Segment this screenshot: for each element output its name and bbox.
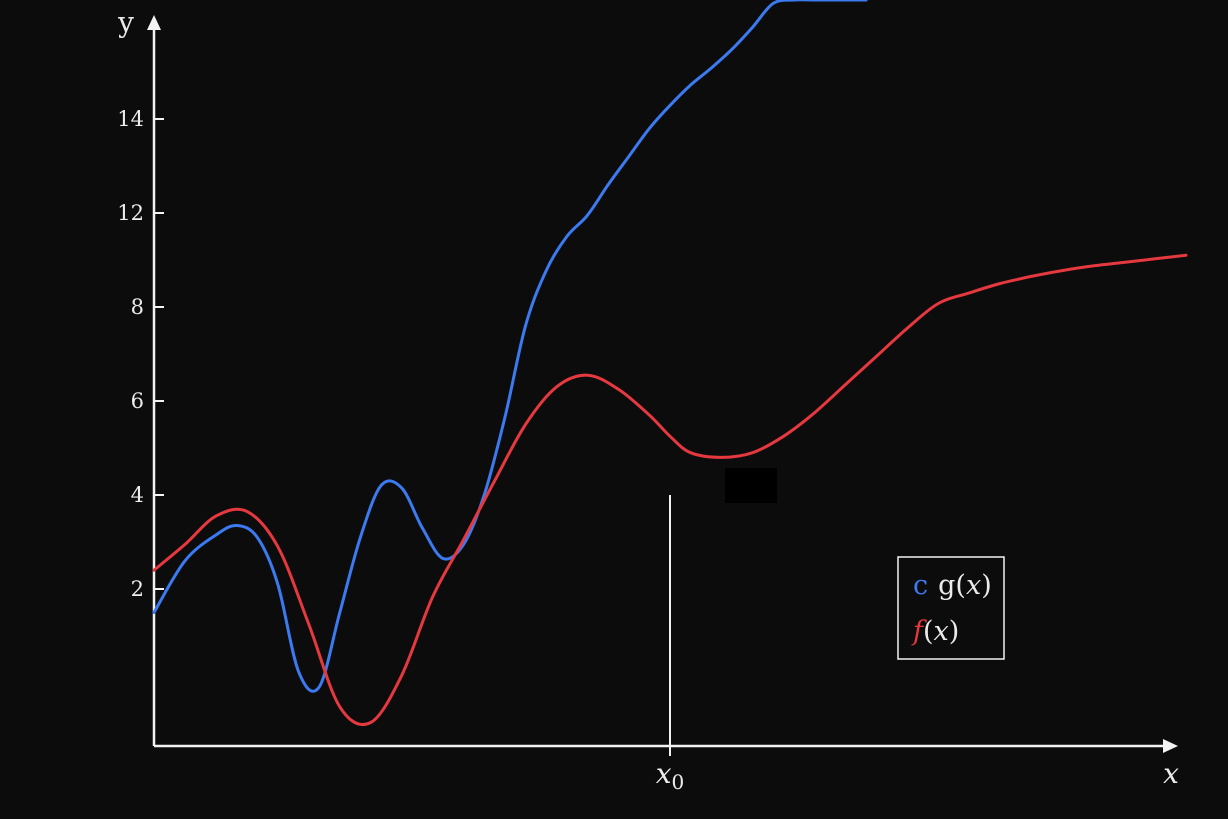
legend-box <box>897 556 1005 660</box>
legend-entry-g: c g(x) <box>913 570 992 601</box>
y-tick-group: 2 4 6 8 12 14 <box>117 107 164 601</box>
x0-marker-label: x0 <box>656 757 685 794</box>
y-tick-label-8: 8 <box>131 295 144 319</box>
series-line-g <box>152 0 868 693</box>
y-tick-label-2: 2 <box>131 577 144 601</box>
x-axis-arrowhead <box>1163 739 1178 753</box>
y-tick-label-14: 14 <box>117 107 144 131</box>
legend: c g(x) f(x) <box>897 556 1005 660</box>
series-layer <box>152 0 1188 727</box>
legend-entry-f: f(x) <box>911 616 959 647</box>
label-mask-box <box>725 468 777 503</box>
y-tick-label-12: 12 <box>117 201 144 225</box>
legend-entry-g-prefix: c <box>913 570 928 601</box>
series-line-f <box>152 253 1188 727</box>
x-axis-title: x <box>1163 757 1179 790</box>
y-tick-label-4: 4 <box>131 483 144 507</box>
y-axis-title: y <box>117 6 134 39</box>
y-axis-arrowhead <box>147 15 161 30</box>
y-tick-label-6: 6 <box>131 389 144 413</box>
